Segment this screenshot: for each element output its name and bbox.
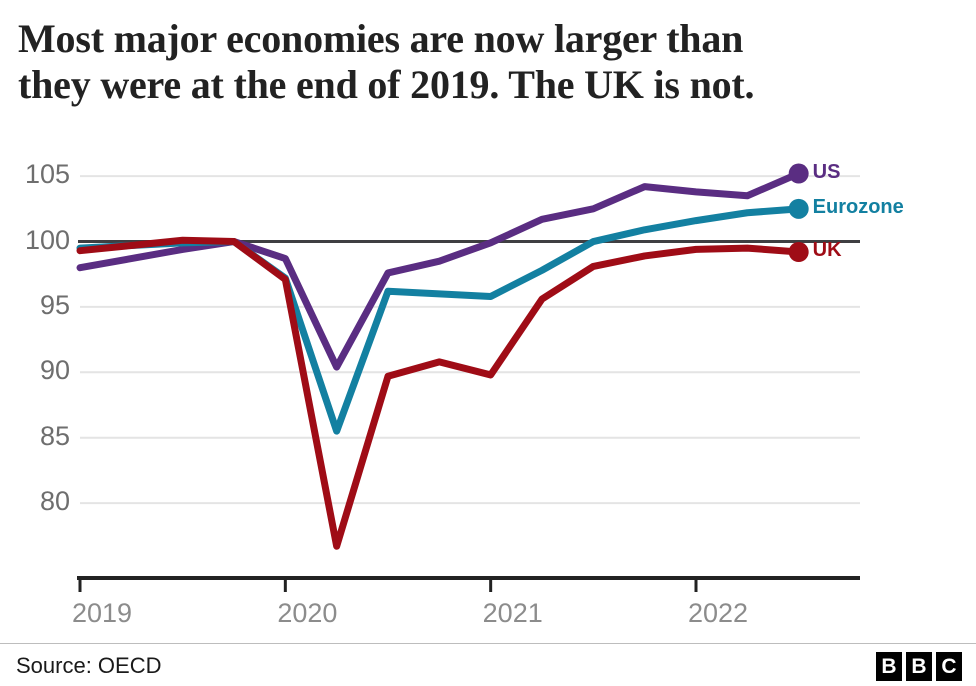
- page-title: Most major economies are now larger than…: [18, 16, 958, 108]
- series-lines: [76, 170, 803, 550]
- chart-container: 80 85 90 95 100 105 2019 2020 2021 2022 US Eurozo…: [0, 128, 976, 628]
- y-tick-label: 80: [39, 486, 70, 517]
- title-line-2: they were at the end of 2019. The UK is …: [18, 62, 755, 107]
- y-tick-label: 85: [39, 420, 70, 451]
- series-line-uk: [76, 236, 803, 550]
- gridlines: [80, 175, 860, 505]
- y-tick-label: 100: [24, 224, 70, 255]
- title-line-1: Most major economies are now larger than: [18, 16, 744, 61]
- legend-label-us: US: [812, 160, 841, 183]
- end-marker-uk: [788, 242, 809, 262]
- footer-divider: [0, 643, 976, 644]
- y-tick-label: 90: [39, 355, 70, 386]
- line-chart-plot: [76, 163, 860, 592]
- x-tick-label: 2021: [482, 598, 543, 628]
- end-marker-eurozone: [788, 198, 809, 219]
- y-tick-label: 95: [39, 289, 70, 320]
- bbc-logo-letter: C: [936, 652, 962, 681]
- y-tick-label: 105: [24, 159, 70, 190]
- x-tick-label: 2019: [72, 598, 133, 628]
- bbc-logo: B B C: [876, 652, 962, 681]
- series-end-markers: [788, 163, 809, 262]
- x-axis: [77, 576, 860, 592]
- legend-label-eurozone: Eurozone: [812, 195, 904, 218]
- x-tick-label: 2022: [688, 598, 749, 628]
- source-attribution: Source: OECD: [16, 653, 162, 678]
- legend-label-uk: UK: [812, 239, 842, 261]
- bbc-logo-letter: B: [876, 652, 902, 681]
- x-tick-label: 2020: [277, 598, 338, 628]
- end-marker-us: [788, 163, 809, 184]
- series-line-us: [76, 170, 803, 371]
- bbc-logo-letter: B: [906, 652, 932, 681]
